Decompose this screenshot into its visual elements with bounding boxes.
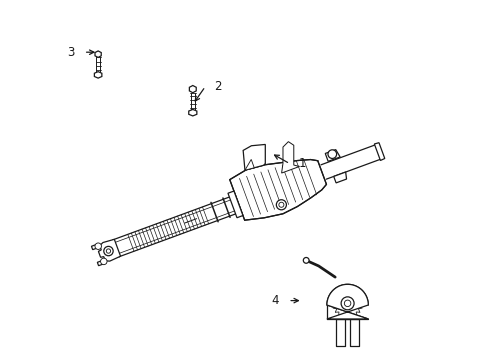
Text: 2: 2 (215, 80, 222, 93)
Circle shape (106, 249, 111, 253)
Circle shape (344, 300, 351, 307)
Polygon shape (98, 239, 121, 261)
Polygon shape (327, 284, 368, 319)
Polygon shape (282, 141, 299, 173)
Text: 1: 1 (299, 157, 307, 170)
Text: 4: 4 (271, 294, 279, 307)
Polygon shape (189, 86, 196, 93)
Polygon shape (243, 144, 265, 170)
Circle shape (279, 202, 284, 207)
Circle shape (276, 200, 287, 210)
Circle shape (100, 258, 107, 265)
Polygon shape (334, 172, 346, 183)
Polygon shape (230, 159, 326, 220)
Circle shape (328, 150, 337, 158)
Circle shape (303, 257, 309, 263)
Polygon shape (189, 109, 197, 116)
Polygon shape (95, 51, 101, 57)
Text: 3: 3 (67, 46, 74, 59)
Circle shape (341, 297, 354, 310)
Polygon shape (98, 260, 106, 266)
Polygon shape (228, 191, 243, 218)
Polygon shape (325, 150, 340, 161)
Circle shape (95, 243, 101, 249)
Polygon shape (374, 143, 385, 161)
Circle shape (104, 246, 113, 256)
Polygon shape (92, 243, 100, 250)
Polygon shape (245, 159, 254, 170)
Polygon shape (95, 72, 102, 78)
